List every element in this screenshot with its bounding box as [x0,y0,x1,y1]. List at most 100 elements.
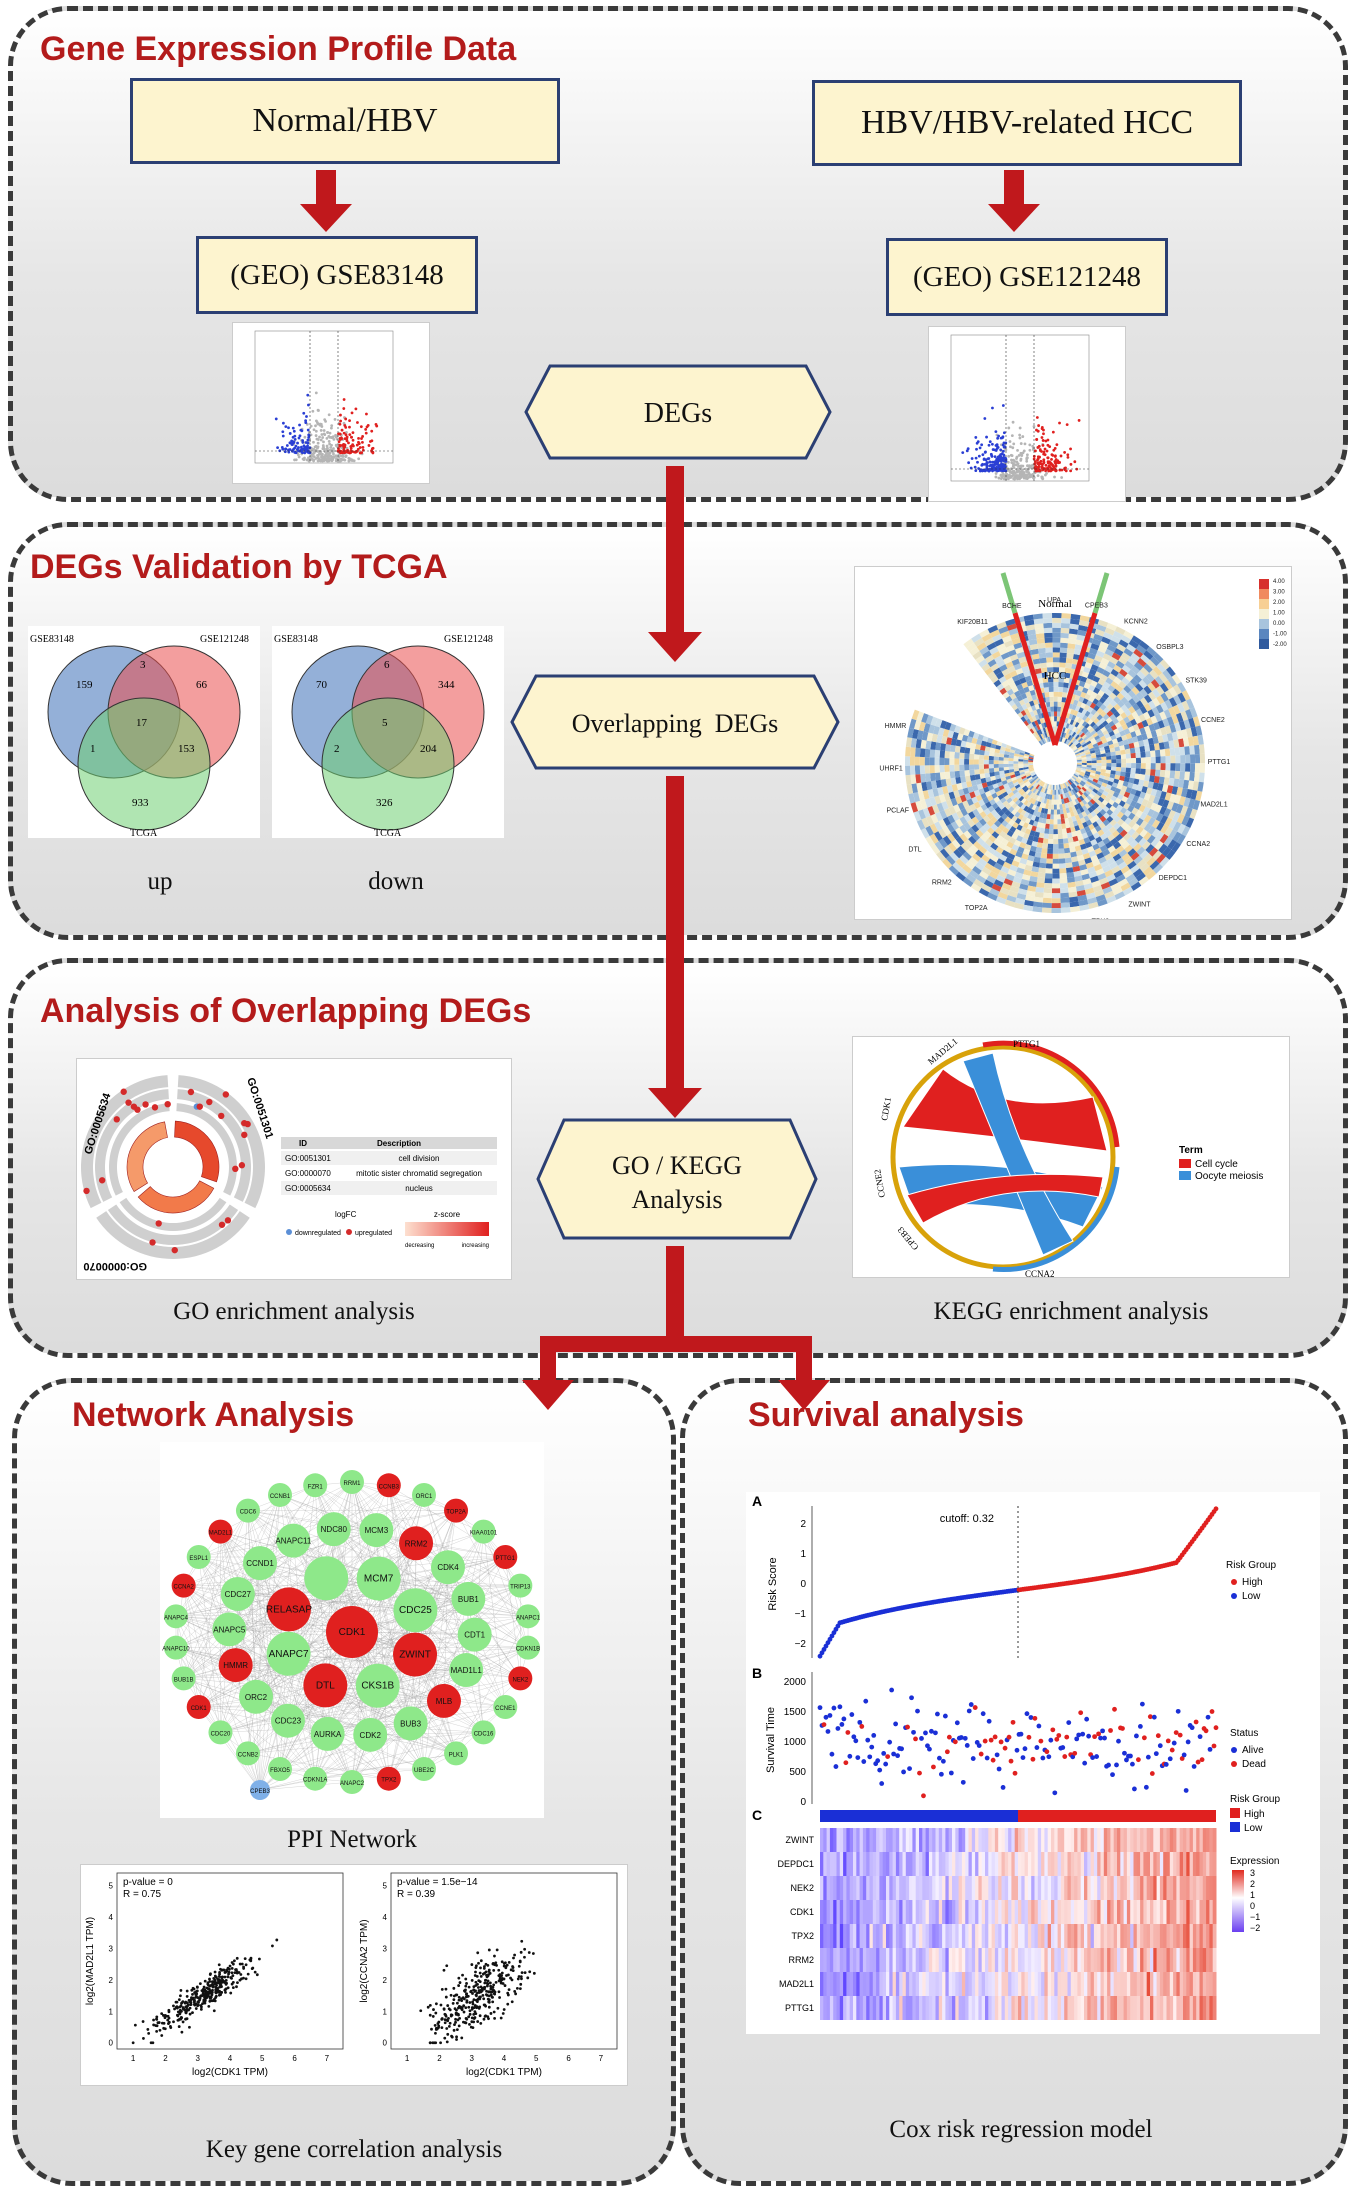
circos-cell [1047,672,1054,678]
circos-cell [1116,758,1122,764]
circos-cell [1088,695,1096,703]
circos-cell [1087,807,1094,814]
corr-point [220,1976,224,1980]
circos-cell [1008,769,1015,773]
volcano-point [280,445,284,449]
panel-a-ylabel: Risk Score [767,1557,779,1610]
go-ring-segment [176,1103,237,1196]
circos-cell [1019,749,1026,754]
circos-cell [1050,711,1055,717]
section-title-overlap: Analysis of Overlapping DEGs [40,992,532,1030]
circos-cell [1116,643,1127,653]
circos-cell [1057,789,1061,795]
corr-point [195,1989,199,1993]
circos-cell [1076,818,1083,826]
corr-point [141,2020,145,2023]
corr-point [509,1976,512,1980]
circos-cell [1018,756,1024,760]
ppi-edge [333,1529,475,1635]
corr-point [158,2028,162,2032]
circos-cell [1008,760,1014,764]
ppi-node [471,1519,496,1544]
circos-cell [1083,774,1090,779]
circos-cell [1021,853,1029,860]
circos-cell [1110,837,1119,846]
circos-cell [1068,841,1075,848]
circos-cell [1099,785,1106,791]
corr-point [439,2041,442,2045]
corr-ytick: 1 [109,2007,114,2016]
circos-cell [1158,742,1165,750]
circos-cell [1026,718,1032,725]
circos-cell [1038,652,1047,659]
circos-cell [924,765,931,774]
corr-ytick: 5 [383,1882,388,1891]
go-ring-segment [80,1075,169,1209]
circos-cell [959,752,965,759]
circos-cell [981,663,991,672]
circos-cell [1038,791,1043,797]
volcano-point [301,441,305,444]
circos-cell [1008,800,1015,807]
corr-point [473,2010,477,2014]
circos-cell [1078,838,1086,846]
circos-cell [1084,803,1091,810]
ppi-node-label: BUB3 [400,1719,421,1728]
circos-cell [1040,822,1046,829]
circos-cell [1076,767,1082,770]
circos-cell [1020,692,1028,700]
volcano-point [299,428,303,432]
corr-point [463,2021,467,2024]
circos-cell [967,819,976,828]
go-enrichment-figure: GO:0005634 GO:0051301 GO:0000070 ID Descript… [76,1058,512,1280]
circos-cell [1112,853,1122,862]
circos-cell [1009,864,1018,872]
circos-cell [1092,821,1099,828]
circos-cell [1028,785,1034,791]
volcano-point [1021,435,1025,438]
ppi-node-label: MCM7 [364,1574,394,1585]
circos-cell [1181,815,1190,826]
corr-point [518,1987,522,1991]
circos-cell [1060,642,1068,649]
circos-cell [1090,790,1097,797]
circos-cell [1005,803,1012,810]
circos-cell [1158,672,1168,683]
circos-cell [1104,869,1114,878]
volcano-point [314,434,318,437]
circos-cell [1143,685,1152,695]
circos-cell [1084,716,1091,723]
circos-cell [905,765,911,776]
circos-cell [1075,779,1081,784]
circos-cell [1049,819,1054,825]
circos-cell [1138,679,1148,689]
circos-cell [1036,842,1043,849]
volcano-point [974,456,978,460]
circos-cell [1062,793,1066,799]
circos-cell [1177,823,1186,835]
volcano-point [1002,474,1006,478]
circos-cell [1053,804,1057,810]
circos-cell [1065,867,1074,874]
venn-up-set-b: GSE121248 [200,634,249,645]
ppi-node [163,1635,188,1660]
circos-cell [1029,700,1035,707]
circos-cell [911,783,918,794]
circos-cell [1025,895,1035,902]
corr-point [478,1991,481,1994]
circos-cell [1095,682,1103,690]
circos-cell [1061,732,1065,738]
corr-point [155,2015,159,2019]
circos-cell [1155,756,1161,764]
ppi-node [268,1757,293,1782]
volcano-point [307,403,310,407]
circos-cell [1085,771,1091,775]
corr-point [230,1976,233,1980]
corr-point [470,2020,474,2024]
circos-cell [1091,763,1097,766]
volcano-axes [950,334,1090,482]
circos-cell [1116,811,1125,819]
corr-point [497,1968,501,1972]
circos-cell [1056,799,1060,805]
circos-cell [975,821,983,830]
